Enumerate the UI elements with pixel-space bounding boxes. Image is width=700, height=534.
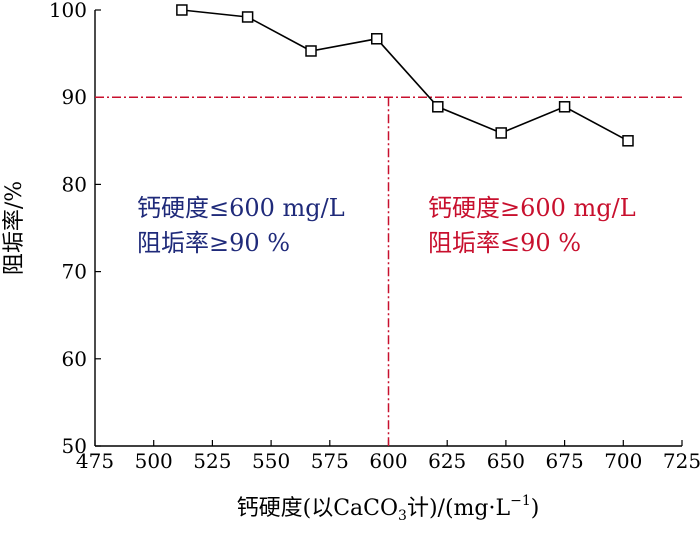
series [176, 4, 634, 147]
x-axis-title: 钙硬度(以CaCO3计)/(mg·L−1) [237, 493, 540, 524]
data-point [305, 45, 317, 57]
y-tick-label: 90 [62, 85, 87, 109]
x-tick-label: 650 [487, 449, 525, 473]
x-axis-title-part2: 计)/(mg·L [407, 496, 511, 521]
right-annotation-line1: 钙硬度≥600 mg/L [428, 194, 636, 222]
x-tick-label: 525 [193, 449, 231, 473]
y-tick-label: 100 [49, 0, 87, 22]
x-tick-label: 725 [663, 449, 700, 473]
x-tick-label: 625 [428, 449, 466, 473]
data-point [371, 33, 383, 45]
x-axis-title-subscript: 3 [398, 508, 407, 524]
y-tick-label: 70 [62, 260, 87, 284]
x-tick-label: 700 [604, 449, 642, 473]
data-point [495, 127, 507, 139]
y-ticks: 50 60 70 80 90 100 [49, 0, 101, 458]
x-tick-label: 550 [252, 449, 290, 473]
left-annotation-line1: 钙硬度≤600 mg/L [137, 194, 345, 222]
y-tick-label: 50 [62, 434, 87, 458]
x-tick-label: 600 [369, 449, 407, 473]
data-point [241, 11, 254, 23]
y-tick-label: 80 [62, 172, 87, 196]
axes [94, 10, 682, 447]
x-tick-label: 500 [135, 449, 173, 473]
series-line [181, 9, 629, 142]
x-tick-label: 575 [311, 449, 349, 473]
left-annotation-line2: 阻垢率≥90 % [137, 229, 290, 257]
data-point [622, 135, 634, 147]
x-ticks: 475 500 525 550 575 600 625 650 675 700 725 [76, 440, 700, 473]
x-axis-title-superscript: −1 [510, 493, 531, 509]
x-axis-title-part1: 钙硬度(以CaCO [237, 496, 398, 521]
right-annotation-line2: 阻垢率≤90 % [428, 229, 581, 257]
x-axis-title-part3: ) [531, 496, 540, 521]
data-point [558, 101, 571, 113]
data-point [432, 101, 444, 113]
x-tick-label: 675 [546, 449, 584, 473]
y-tick-label: 60 [62, 347, 87, 371]
x-tick-label: 475 [76, 449, 114, 473]
reference-lines [95, 96, 682, 446]
data-point [176, 4, 188, 16]
y-axis-title: 阻垢率/% [2, 181, 27, 275]
